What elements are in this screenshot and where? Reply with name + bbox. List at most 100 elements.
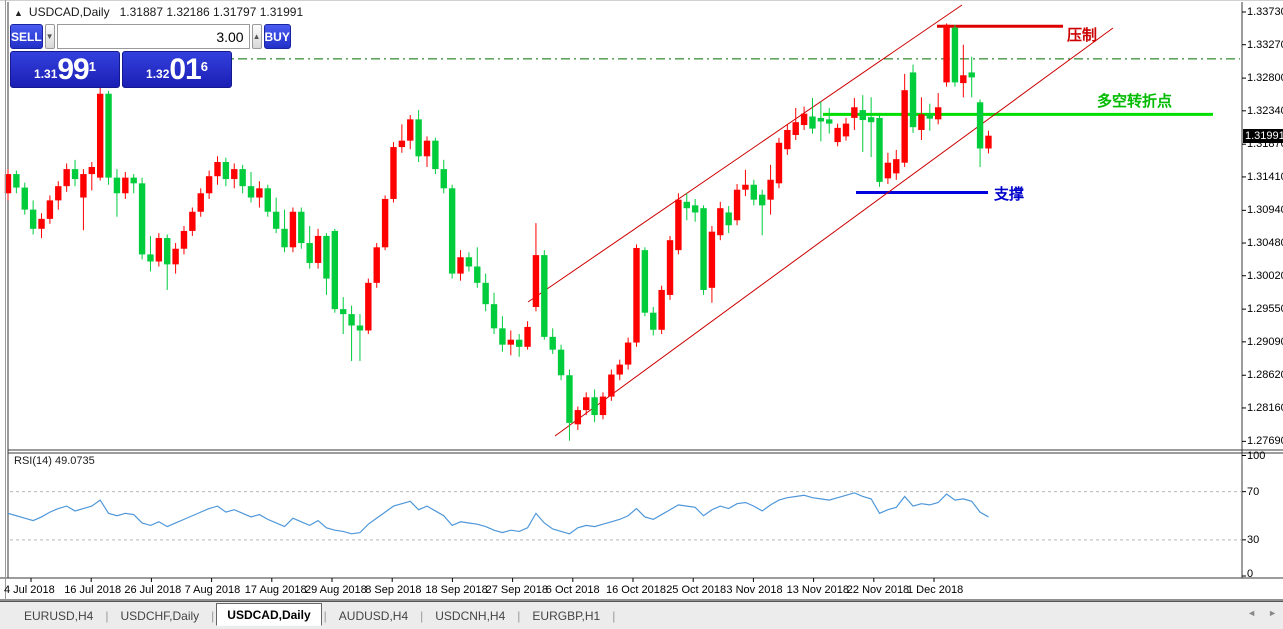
buy-price-sup: 6 bbox=[200, 59, 208, 74]
rsi-indicator-label: RSI(14) 49.0735 bbox=[14, 455, 95, 467]
candle-body bbox=[365, 282, 372, 331]
candle-body bbox=[214, 161, 221, 177]
candle-body bbox=[88, 166, 95, 175]
buy-price-button[interactable]: 1.32 01 6 bbox=[122, 51, 232, 88]
sell-price-button[interactable]: 1.31 99 1 bbox=[10, 51, 120, 88]
candle-body bbox=[985, 135, 992, 149]
sell-button[interactable]: SELL bbox=[10, 24, 43, 49]
candle-body bbox=[792, 122, 799, 135]
chart-tab-usdcnh-h4[interactable]: USDCNH,H4 bbox=[435, 608, 506, 623]
window-top-edge bbox=[0, 0, 1283, 1]
candle-body bbox=[415, 119, 422, 157]
scroll-left-icon[interactable]: ◄ bbox=[1247, 608, 1257, 618]
candle-body bbox=[138, 183, 146, 255]
price-axis-label: 1.33730 bbox=[1247, 6, 1283, 18]
turning-point-annotation[interactable]: 多空转折点 bbox=[1097, 93, 1173, 110]
buy-button[interactable]: BUY bbox=[263, 24, 291, 49]
candle-body bbox=[893, 159, 900, 174]
candle-body bbox=[817, 117, 825, 122]
rsi-axis-label: 70 bbox=[1247, 485, 1260, 498]
candle-body bbox=[566, 375, 573, 423]
buy-price-small: 1.32 bbox=[146, 67, 170, 81]
chart-tab-eurusd-h4[interactable]: EURUSD,H4 bbox=[24, 608, 94, 623]
date-axis-label: 16 Jul 2018 bbox=[64, 584, 122, 596]
candle-body bbox=[331, 230, 339, 310]
candle-body bbox=[390, 147, 397, 199]
candle-body bbox=[867, 117, 875, 123]
candle-body bbox=[591, 397, 598, 416]
candle-body bbox=[4, 174, 12, 194]
chart-tab-eurgbp-h1[interactable]: EURGBP,H1 bbox=[532, 608, 601, 623]
candle-body bbox=[71, 169, 79, 180]
volume-input[interactable] bbox=[56, 24, 250, 49]
resistance-annotation[interactable]: 压制 bbox=[1067, 27, 1098, 44]
trend-channel-lower bbox=[554, 27, 1114, 437]
sell-price-sup: 1 bbox=[88, 59, 96, 74]
window-left-edge bbox=[5, 0, 6, 600]
candle-body bbox=[515, 339, 523, 347]
candle-body bbox=[348, 314, 355, 326]
candle-body bbox=[130, 177, 137, 184]
candle-body bbox=[909, 72, 917, 128]
candle-body bbox=[608, 374, 615, 397]
candle-body bbox=[524, 326, 531, 347]
price-axis-label: 1.28160 bbox=[1247, 401, 1283, 414]
chart-tab-usdcad-daily[interactable]: USDCAD,Daily bbox=[216, 603, 322, 626]
candle-body bbox=[189, 211, 196, 231]
candle-body bbox=[314, 235, 322, 263]
scroll-right-icon[interactable]: ► bbox=[1268, 608, 1277, 618]
candle-body bbox=[340, 309, 347, 315]
candle-body bbox=[708, 231, 716, 288]
candle-body bbox=[800, 113, 808, 126]
candle-body bbox=[197, 193, 204, 212]
volume-increase-button[interactable]: ▲ bbox=[251, 24, 262, 49]
candle-body bbox=[180, 230, 188, 249]
candle-body bbox=[666, 240, 674, 295]
candle-body bbox=[440, 169, 447, 189]
candle-body bbox=[834, 127, 841, 143]
date-axis-label: 3 Nov 2018 bbox=[726, 584, 783, 596]
candle-body bbox=[205, 176, 213, 194]
candle-body bbox=[842, 123, 850, 137]
candle-body bbox=[457, 257, 464, 274]
candle-body bbox=[968, 72, 975, 78]
candle-body bbox=[725, 212, 732, 226]
rsi-line bbox=[7, 492, 989, 535]
date-axis-label: 27 Sep 2018 bbox=[485, 584, 548, 596]
candle-body bbox=[583, 397, 590, 411]
volume-decrease-button[interactable]: ▼ bbox=[44, 24, 55, 49]
tab-separator: | bbox=[323, 608, 327, 623]
price-axis-label: 1.28620 bbox=[1247, 369, 1283, 382]
tab-separator: | bbox=[105, 608, 109, 623]
date-axis-label: 8 Sep 2018 bbox=[365, 584, 422, 596]
tab-separator: | bbox=[612, 608, 616, 623]
support-annotation[interactable]: 支撑 bbox=[994, 186, 1025, 203]
buy-price-big: 01 bbox=[169, 53, 201, 86]
candle-body bbox=[742, 184, 749, 190]
price-axis-label: 1.32800 bbox=[1247, 72, 1283, 85]
candle-body bbox=[633, 248, 640, 343]
candle-body bbox=[231, 169, 238, 180]
candle-body bbox=[147, 254, 154, 262]
candle-body bbox=[826, 119, 833, 124]
candle-body bbox=[323, 235, 330, 279]
candle-body bbox=[691, 205, 699, 213]
date-axis-label: 13 Nov 2018 bbox=[786, 584, 849, 596]
date-axis-label: 18 Sep 2018 bbox=[425, 584, 488, 596]
candle-body bbox=[256, 188, 263, 198]
chart-tab-usdchf-daily[interactable]: USDCHF,Daily bbox=[120, 608, 200, 623]
collapse-panel-icon[interactable]: ▲ bbox=[14, 8, 23, 18]
title-ohlc-values: 1.31887 1.32186 1.31797 1.31991 bbox=[119, 5, 304, 19]
candle-body bbox=[272, 211, 280, 229]
candle-body bbox=[356, 325, 364, 331]
candle-body bbox=[155, 238, 163, 262]
candle-body bbox=[549, 336, 556, 350]
candle-body bbox=[122, 177, 129, 194]
candle-body bbox=[264, 188, 271, 212]
candle-body bbox=[96, 93, 104, 178]
chart-tab-audusd-h4[interactable]: AUDUSD,H4 bbox=[338, 608, 409, 623]
price-axis-label: 1.30020 bbox=[1247, 269, 1283, 282]
date-axis-label: 22 Nov 2018 bbox=[846, 584, 910, 596]
